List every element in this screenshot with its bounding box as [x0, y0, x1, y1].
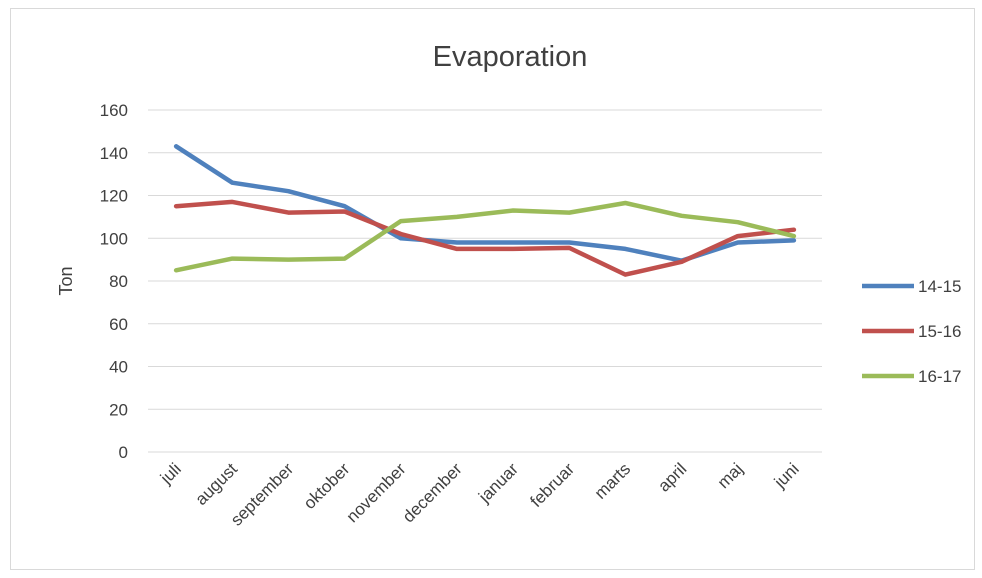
y-tick-label: 60 [109, 315, 128, 334]
x-tick-label: januar [474, 459, 522, 507]
series-line-14-15 [173, 144, 797, 263]
chart-title: Evaporation [433, 41, 588, 73]
x-tick-label: december [399, 459, 466, 526]
y-tick-label: 0 [119, 443, 128, 462]
y-tick-label: 160 [100, 101, 128, 120]
x-tick-label: oktober [300, 459, 354, 513]
legend-label: 15-16 [918, 322, 961, 341]
x-tick-label: august [192, 459, 242, 509]
y-tick-label: 120 [100, 187, 128, 206]
y-tick-label: 40 [109, 358, 128, 377]
x-tick-label: marts [591, 459, 634, 502]
x-tick-label: februar [527, 459, 579, 511]
y-axis-label: Ton [56, 266, 76, 295]
series-line-16-17 [173, 200, 797, 273]
x-tick-label: maj [714, 459, 747, 492]
y-tick-label: 140 [100, 144, 128, 163]
y-tick-labels: 0 20 40 60 80 100 120 140 160 [100, 101, 128, 462]
x-tick-label: juli [156, 459, 185, 488]
y-tick-label: 100 [100, 229, 128, 248]
x-tick-label: april [654, 459, 690, 495]
series-line-15-16 [173, 199, 797, 277]
legend-label: 16-17 [918, 367, 961, 386]
series-lines [173, 144, 797, 277]
x-tick-label: november [343, 459, 410, 526]
y-tick-label: 20 [109, 400, 128, 419]
legend-label: 14-15 [918, 277, 961, 296]
chart-frame [10, 8, 975, 570]
gridlines [148, 109, 822, 453]
y-tick-label: 80 [109, 272, 128, 291]
x-tick-label: juni [770, 459, 803, 492]
legend: 14-15 15-16 16-17 [862, 277, 961, 386]
